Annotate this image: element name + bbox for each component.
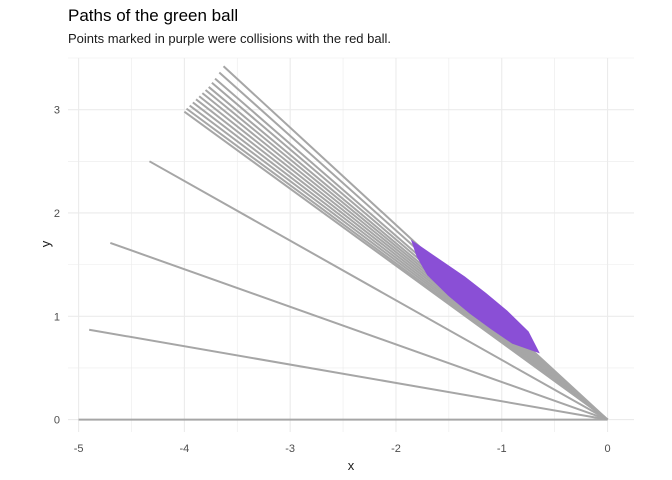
x-tick-label: -2 <box>391 443 401 455</box>
y-tick-label: 3 <box>54 105 60 117</box>
collision-region <box>410 239 540 354</box>
collision-points <box>410 239 540 354</box>
x-tick-label: -5 <box>74 443 84 455</box>
y-tick-labels: 0 1 2 3 <box>54 105 60 427</box>
ball-path <box>148 160 609 421</box>
ball-path <box>214 77 609 421</box>
chart-subtitle: Points marked in purple were collisions … <box>68 31 391 46</box>
y-axis-title: y <box>38 240 53 247</box>
ball-path <box>88 328 608 421</box>
x-tick-label: -1 <box>497 443 507 455</box>
paths <box>78 65 609 421</box>
ball-path <box>109 241 608 421</box>
y-tick-label: 0 <box>54 415 60 427</box>
x-tick-label: 0 <box>604 443 610 455</box>
chart-title: Paths of the green ball <box>68 6 238 25</box>
x-axis-title: x <box>348 458 355 473</box>
x-tick-label: -3 <box>285 443 295 455</box>
x-tick-labels: -5 -4 -3 -2 -1 0 <box>74 443 611 455</box>
x-tick-label: -4 <box>179 443 189 455</box>
y-tick-label: 2 <box>54 208 60 220</box>
y-tick-label: 1 <box>54 311 60 323</box>
